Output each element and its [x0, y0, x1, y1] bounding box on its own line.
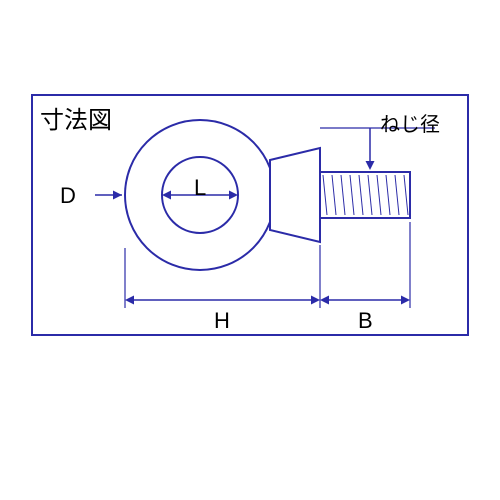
- label-l: L: [194, 175, 206, 201]
- label-h: H: [214, 308, 230, 334]
- label-d: D: [60, 183, 76, 209]
- label-b: B: [358, 308, 373, 334]
- label-thread: ねじ径: [380, 108, 440, 137]
- dimension-diagram: [0, 0, 500, 500]
- diagram-title: 寸法図: [40, 100, 112, 135]
